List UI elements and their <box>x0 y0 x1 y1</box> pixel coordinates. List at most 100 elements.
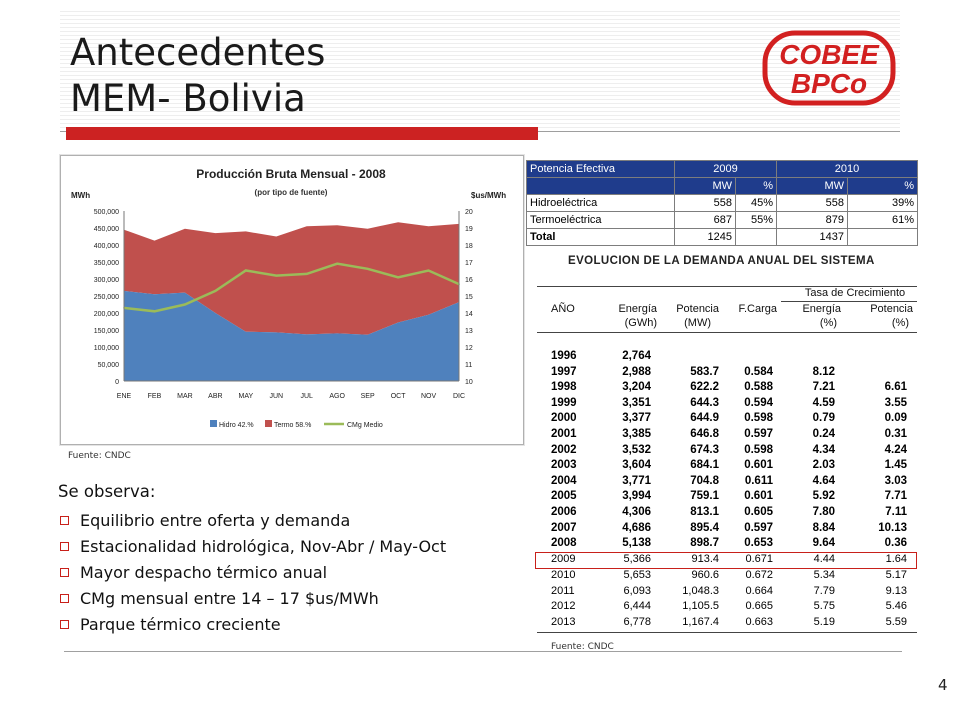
potencia-efectiva-table: Potencia Efectiva 2009 2010 MW % MW % Hi… <box>526 160 919 246</box>
potencia-label: Hidroeléctrica <box>526 194 675 212</box>
x-tick-label: JUL <box>301 393 314 400</box>
demand-table-title: EVOLUCION DE LA DEMANDA ANUAL DEL SISTEM… <box>568 255 875 267</box>
observation-item: Estacionalidad hidrológica, Nov-Abr / Ma… <box>58 534 446 560</box>
potencia-header-2009: 2009 <box>673 160 778 178</box>
demand-row-2008: 2008 5,138 898.7 0.653 9.64 0.36 <box>537 535 917 551</box>
demand-year-cell: 1996 <box>551 350 577 362</box>
observation-text: CMg mensual entre 14 – 17 $us/MWh <box>80 589 379 608</box>
demand-row-2013: 2013 6,778 1,167.4 0.663 5.19 5.59 <box>537 614 917 630</box>
potencia-cell: 39% <box>847 194 919 212</box>
demand-value-cell: 8.12 <box>812 365 835 378</box>
legend-hidro-label: Hidro 42.% <box>219 422 254 429</box>
demand-value-cell: 1,167.4 <box>682 615 719 628</box>
potencia-cell: 45% <box>734 194 778 212</box>
legend-cmg-label: CMg Medio <box>347 422 383 429</box>
demand-value-cell: 2,988 <box>622 365 651 378</box>
demand-value-cell: 3.03 <box>884 474 907 487</box>
observation-text: Estacionalidad hidrológica, Nov-Abr / Ma… <box>80 537 447 556</box>
demand-value-cell: 583.7 <box>690 365 719 378</box>
demand-year-cell: 2005 <box>551 490 577 503</box>
demand-row-1997: 1997 2,988 583.7 0.584 8.12 <box>537 364 917 380</box>
potencia-header-row-2: MW % MW % <box>526 177 919 195</box>
demand-value-cell: 4,686 <box>622 521 651 534</box>
demand-value-cell: 5,653 <box>623 568 651 581</box>
demand-value-cell: 0.594 <box>744 396 773 409</box>
demand-row-1999: 1999 3,351 644.3 0.594 4.59 3.55 <box>537 395 917 411</box>
x-tick-label: SEP <box>361 393 375 400</box>
production-chart-panel: Producción Bruta Mensual - 2008 (por tipo… <box>60 155 524 445</box>
slide-title: Antecedentes MEM- Bolivia <box>70 30 325 122</box>
demand-header-energy: Energía <box>618 303 657 315</box>
footer-divider <box>64 651 902 652</box>
potencia-subheader-blank <box>526 177 675 195</box>
cmg-point <box>397 276 399 279</box>
potencia-subheader-pct-2009: % <box>734 177 778 195</box>
y2-tick-label: 13 <box>465 328 473 335</box>
x-tick-label: JUN <box>269 393 283 400</box>
observation-text: Parque térmico creciente <box>80 615 281 634</box>
demand-bottom-rule <box>537 632 917 633</box>
demand-header-power: Potencia <box>676 303 719 315</box>
chart-subtitle: (por tipo de fuente) <box>255 188 328 197</box>
square-bullet-icon <box>60 620 69 629</box>
demand-year-cell: 2011 <box>551 584 575 597</box>
header-stripe-background <box>60 8 900 130</box>
y2-tick-label: 16 <box>465 277 473 284</box>
demand-row-2005: 2005 3,994 759.1 0.601 5.92 7.71 <box>537 488 917 504</box>
demand-value-cell: 0.597 <box>744 428 773 440</box>
demand-value-cell: 960.6 <box>691 568 719 581</box>
potencia-cell <box>734 228 778 246</box>
square-bullet-icon <box>60 542 69 551</box>
cmg-point <box>275 274 278 277</box>
demand-unit-energy: (GWh) <box>624 317 657 329</box>
demand-value-cell: 3,532 <box>622 443 651 456</box>
x-tick-label: MAR <box>177 393 193 400</box>
slide-title-line-1: Antecedentes <box>70 31 326 74</box>
demand-value-cell: 0.09 <box>884 412 907 425</box>
demand-value-cell: 3,377 <box>622 412 651 425</box>
demand-value-cell: 0.665 <box>745 600 773 613</box>
cobee-logo: COBEE BPCo <box>762 30 896 106</box>
chart-source: Fuente: CNDC <box>68 451 131 461</box>
y-tick-label: 100,000 <box>94 345 119 352</box>
demand-value-cell: 3,994 <box>622 490 651 503</box>
potencia-cell: 687 <box>674 211 736 229</box>
demand-value-cell: 646.8 <box>690 428 719 440</box>
demand-value-cell: 684.1 <box>690 459 719 472</box>
demand-value-cell: 0.671 <box>745 553 773 566</box>
demand-value-cell: 0.598 <box>744 443 773 456</box>
demand-value-cell: 5.92 <box>812 490 835 503</box>
demand-value-cell: 6,444 <box>623 600 651 613</box>
y-tick-label: 150,000 <box>94 328 119 335</box>
cmg-point <box>184 303 186 306</box>
demand-value-cell: 6,778 <box>623 615 651 628</box>
demand-value-cell: 644.3 <box>690 396 719 409</box>
demand-row-2003: 2003 3,604 684.1 0.601 2.03 1.45 <box>537 457 917 473</box>
demand-value-cell: 6.61 <box>884 381 907 394</box>
potencia-label: Total <box>526 228 675 246</box>
potencia-subheader-mw-2010: MW <box>776 177 849 195</box>
demand-year-cell: 1999 <box>551 396 577 409</box>
x-tick-label: FEB <box>148 393 162 400</box>
potencia-subheader-pct-2010: % <box>847 177 919 195</box>
square-bullet-icon <box>60 594 69 603</box>
demand-value-cell: 0.584 <box>744 365 773 378</box>
chart-title: Producción Bruta Mensual - 2008 <box>196 167 386 181</box>
demand-value-cell: 0.601 <box>744 490 773 503</box>
square-bullet-icon <box>60 516 69 525</box>
y2-tick-label: 20 <box>465 209 473 216</box>
title-accent-bar <box>66 127 538 140</box>
demand-value-cell: 7.71 <box>884 490 907 503</box>
demand-value-cell: 0.598 <box>744 412 773 425</box>
demand-value-cell: 3.55 <box>884 396 907 409</box>
demand-unit-power-growth: (%) <box>891 317 909 329</box>
demand-value-cell: 0.611 <box>744 474 773 487</box>
demand-value-cell: 8.84 <box>812 521 835 534</box>
observation-text: Equilibrio entre oferta y demanda <box>80 511 351 530</box>
demand-year-cell: 2000 <box>551 412 577 425</box>
demand-value-cell: 5.17 <box>885 568 907 581</box>
demand-value-cell: 4.59 <box>812 396 835 409</box>
potencia-row-total: Total 1245 1437 <box>526 228 919 246</box>
legend-termo-swatch <box>265 420 272 427</box>
chart-y2-axis-label: $us/MWh <box>471 191 506 200</box>
